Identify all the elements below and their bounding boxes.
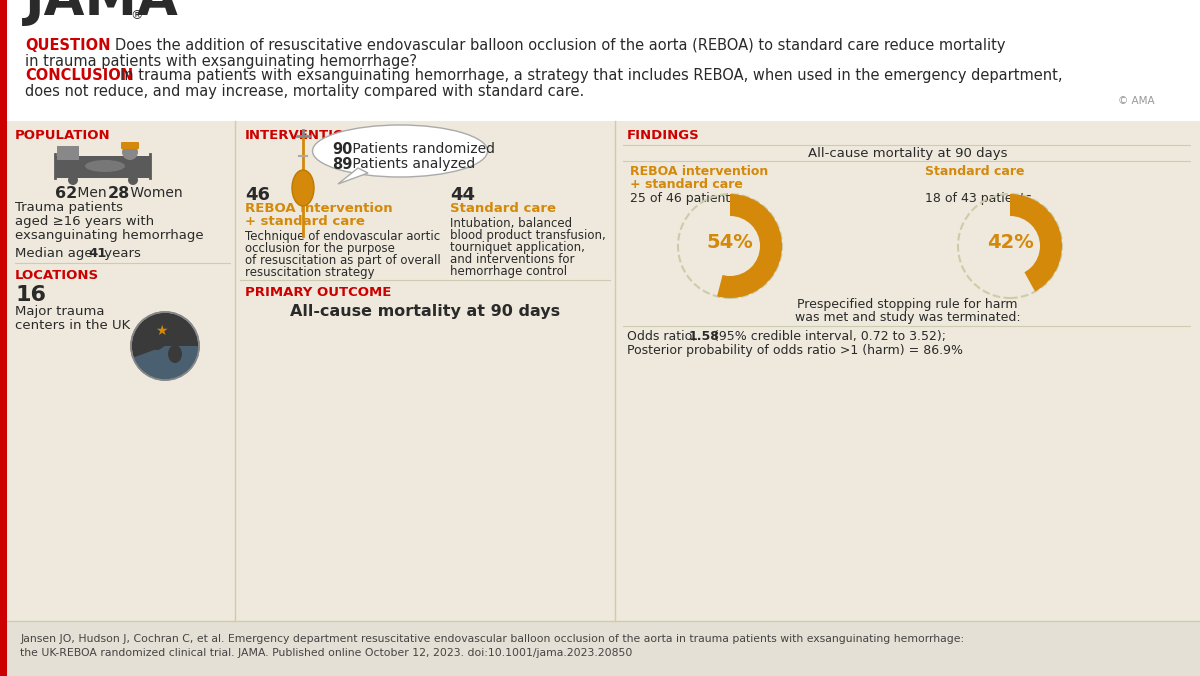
Text: Odds ratio,: Odds ratio, <box>628 330 701 343</box>
Text: REBOA intervention: REBOA intervention <box>630 165 768 178</box>
Ellipse shape <box>292 170 314 206</box>
Ellipse shape <box>85 160 125 172</box>
FancyBboxPatch shape <box>7 621 1200 676</box>
Text: Jansen JO, Hudson J, Cochran C, et al. Emergency department resuscitative endova: Jansen JO, Hudson J, Cochran C, et al. E… <box>20 634 964 644</box>
Text: Does the addition of resuscitative endovascular balloon occlusion of the aorta (: Does the addition of resuscitative endov… <box>115 38 1006 53</box>
Circle shape <box>131 312 199 380</box>
Text: years: years <box>100 247 140 260</box>
Text: Posterior probability of odds ratio >1 (harm) = 86.9%: Posterior probability of odds ratio >1 (… <box>628 344 964 357</box>
Text: Patients analyzed: Patients analyzed <box>348 157 475 171</box>
Wedge shape <box>133 346 199 380</box>
FancyBboxPatch shape <box>7 121 1200 621</box>
Text: was met and study was terminated:: was met and study was terminated: <box>794 311 1020 324</box>
Text: blood product transfusion,: blood product transfusion, <box>450 229 606 242</box>
Ellipse shape <box>168 345 182 363</box>
Text: Trauma patients: Trauma patients <box>14 201 124 214</box>
FancyBboxPatch shape <box>121 142 139 149</box>
FancyBboxPatch shape <box>58 146 79 160</box>
Text: in trauma patients with exsanguinating hemorrhage?: in trauma patients with exsanguinating h… <box>25 54 418 69</box>
Text: 41: 41 <box>88 247 107 260</box>
Text: hemorrhage control: hemorrhage control <box>450 265 568 278</box>
Text: 90: 90 <box>332 142 353 157</box>
Text: centers in the UK: centers in the UK <box>14 319 131 332</box>
Text: LOCATIONS: LOCATIONS <box>14 269 100 282</box>
Text: 25 of 46 patients: 25 of 46 patients <box>630 192 737 205</box>
Ellipse shape <box>148 326 166 350</box>
Text: All-cause mortality at 90 days: All-cause mortality at 90 days <box>808 147 1007 160</box>
Text: REBOA intervention: REBOA intervention <box>245 202 392 215</box>
Text: does not reduce, and may increase, mortality compared with standard care.: does not reduce, and may increase, morta… <box>25 84 584 99</box>
Text: PRIMARY OUTCOME: PRIMARY OUTCOME <box>245 286 391 299</box>
Circle shape <box>68 175 78 185</box>
Text: Standard care: Standard care <box>450 202 556 215</box>
Text: exsanguinating hemorrhage: exsanguinating hemorrhage <box>14 229 204 242</box>
Text: occlusion for the purpose: occlusion for the purpose <box>245 242 395 255</box>
Circle shape <box>128 175 138 185</box>
Text: 28: 28 <box>108 186 131 201</box>
Text: 89: 89 <box>332 157 353 172</box>
Text: resuscitation strategy: resuscitation strategy <box>245 266 374 279</box>
Circle shape <box>122 144 138 160</box>
Text: + standard care: + standard care <box>245 215 365 228</box>
Text: 54%: 54% <box>707 233 754 251</box>
Ellipse shape <box>312 125 487 177</box>
Text: JAMA: JAMA <box>25 0 179 26</box>
Text: CONCLUSION: CONCLUSION <box>25 68 133 83</box>
Text: FINDINGS: FINDINGS <box>628 129 700 142</box>
Text: ®: ® <box>130 9 143 22</box>
Text: Intubation, balanced: Intubation, balanced <box>450 217 572 230</box>
Text: 42%: 42% <box>986 233 1033 251</box>
Text: Technique of endovascular aortic: Technique of endovascular aortic <box>245 230 440 243</box>
Text: Standard care: Standard care <box>925 165 1025 178</box>
Text: Men: Men <box>73 186 107 200</box>
Text: QUESTION: QUESTION <box>25 38 110 53</box>
Text: In trauma patients with exsanguinating hemorrhage, a strategy that includes REBO: In trauma patients with exsanguinating h… <box>120 68 1062 83</box>
Text: Women: Women <box>126 186 182 200</box>
Text: INTERVENTION: INTERVENTION <box>245 129 356 142</box>
Text: tourniquet application,: tourniquet application, <box>450 241 584 254</box>
Text: and interventions for: and interventions for <box>450 253 575 266</box>
Text: All-cause mortality at 90 days: All-cause mortality at 90 days <box>290 304 560 319</box>
Wedge shape <box>718 194 782 298</box>
Text: + standard care: + standard care <box>630 178 743 191</box>
Text: POPULATION: POPULATION <box>14 129 110 142</box>
Text: 44: 44 <box>450 186 475 204</box>
Circle shape <box>980 216 1040 276</box>
FancyBboxPatch shape <box>0 0 1200 121</box>
Text: (95% credible interval, 0.72 to 3.52);: (95% credible interval, 0.72 to 3.52); <box>710 330 946 343</box>
Text: 46: 46 <box>245 186 270 204</box>
Text: aged ≥16 years with: aged ≥16 years with <box>14 215 154 228</box>
Text: the UK-REBOA randomized clinical trial. JAMA. Published online October 12, 2023.: the UK-REBOA randomized clinical trial. … <box>20 648 632 658</box>
Text: 62: 62 <box>55 186 77 201</box>
Text: © AMA: © AMA <box>1118 96 1154 106</box>
FancyBboxPatch shape <box>55 156 150 178</box>
Text: 16: 16 <box>14 285 46 305</box>
Text: Patients randomized: Patients randomized <box>348 142 496 156</box>
Text: 18 of 43 patients: 18 of 43 patients <box>925 192 1032 205</box>
FancyBboxPatch shape <box>0 0 7 676</box>
Text: ★: ★ <box>155 324 167 338</box>
Text: 1.58: 1.58 <box>689 330 720 343</box>
Circle shape <box>700 216 760 276</box>
Wedge shape <box>1010 194 1062 291</box>
Text: Prespecified stopping rule for harm: Prespecified stopping rule for harm <box>797 298 1018 311</box>
Text: Median age:: Median age: <box>14 247 101 260</box>
Polygon shape <box>338 168 368 184</box>
Text: Major trauma: Major trauma <box>14 305 104 318</box>
Text: of resuscitation as part of overall: of resuscitation as part of overall <box>245 254 440 267</box>
